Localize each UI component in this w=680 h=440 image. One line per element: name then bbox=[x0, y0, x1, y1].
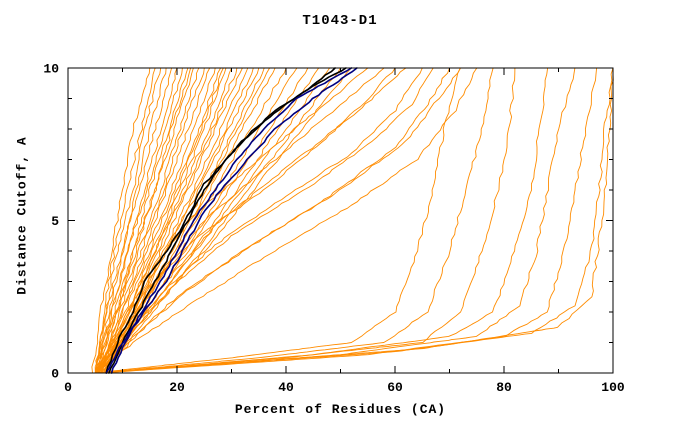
axis-ticks bbox=[67, 67, 614, 374]
y-axis-label: Distance Cutoff, A bbox=[14, 136, 30, 295]
curve-orange bbox=[94, 67, 162, 374]
y-tick-label: 10 bbox=[43, 62, 59, 77]
curve-orange bbox=[97, 67, 227, 374]
curve-orange bbox=[100, 67, 254, 374]
curve-orange bbox=[97, 67, 494, 374]
x-axis-label: Percent of Residues (CA) bbox=[234, 402, 447, 417]
curve-orange bbox=[94, 67, 222, 374]
curves bbox=[91, 67, 614, 374]
curve-navy bbox=[105, 67, 358, 374]
curve-orange bbox=[94, 67, 287, 374]
curve-orange bbox=[94, 67, 396, 374]
curve-orange bbox=[97, 67, 194, 374]
curve-orange bbox=[94, 67, 178, 374]
curve-orange bbox=[100, 67, 216, 374]
curve-orange bbox=[91, 67, 151, 374]
x-tick-label: 60 bbox=[387, 380, 403, 395]
curve-orange bbox=[97, 67, 183, 374]
x-tick-label: 20 bbox=[169, 380, 185, 395]
curve-black bbox=[108, 67, 347, 374]
x-tick-label: 100 bbox=[601, 380, 625, 395]
curve-orange bbox=[94, 67, 369, 374]
x-tick-label: 0 bbox=[64, 380, 72, 395]
curve-orange bbox=[100, 67, 549, 374]
curve-orange bbox=[97, 67, 173, 374]
y-tick-label: 0 bbox=[51, 367, 59, 382]
curve-orange bbox=[100, 67, 461, 374]
curve-navy bbox=[110, 67, 353, 374]
curve-orange bbox=[100, 67, 614, 374]
x-tick-label: 80 bbox=[496, 380, 512, 395]
curve-orange bbox=[94, 67, 200, 374]
chart-title: T1043-D1 bbox=[302, 13, 378, 29]
curve-orange bbox=[94, 67, 478, 374]
curve-orange bbox=[94, 67, 576, 374]
curve-orange bbox=[97, 67, 211, 374]
curve-orange bbox=[100, 67, 232, 374]
curve-orange bbox=[100, 67, 407, 374]
tick-labels: 0 20 40 60 80 100 0 5 10 bbox=[43, 62, 625, 396]
x-tick-label: 40 bbox=[278, 380, 294, 395]
curve-orange bbox=[100, 67, 434, 374]
curve-orange bbox=[94, 67, 167, 374]
curve-orange bbox=[94, 67, 238, 374]
curve-orange bbox=[100, 67, 598, 374]
curve-orange bbox=[94, 67, 461, 374]
curve-orange bbox=[100, 67, 192, 374]
curve-orange bbox=[102, 67, 224, 374]
y-tick-label: 5 bbox=[51, 214, 59, 229]
curve-orange bbox=[102, 67, 341, 374]
curve-orange bbox=[97, 67, 271, 374]
curve-orange bbox=[94, 67, 156, 374]
